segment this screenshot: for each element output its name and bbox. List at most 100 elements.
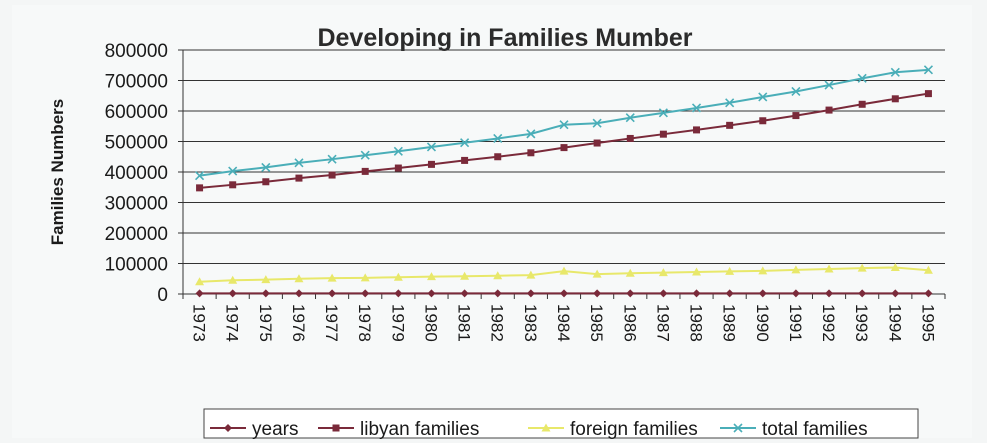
y-tick-label: 400000 bbox=[105, 163, 168, 184]
data-point bbox=[759, 117, 767, 125]
series-libyan-families bbox=[196, 90, 932, 192]
data-point bbox=[923, 265, 933, 274]
data-point bbox=[295, 174, 303, 182]
data-point bbox=[792, 112, 800, 120]
x-tick-label: 1982 bbox=[488, 304, 507, 342]
data-point bbox=[328, 171, 336, 179]
data-point bbox=[426, 142, 437, 152]
data-point bbox=[725, 266, 735, 275]
data-point bbox=[593, 139, 601, 147]
data-point bbox=[427, 160, 435, 168]
data-point bbox=[393, 146, 403, 156]
y-axis-label: Families Numbers bbox=[48, 99, 67, 245]
data-point bbox=[824, 264, 834, 273]
data-point bbox=[327, 154, 337, 164]
data-point bbox=[526, 289, 535, 298]
series-total-families bbox=[194, 65, 934, 181]
data-point bbox=[857, 73, 867, 83]
grid-lines bbox=[183, 49, 945, 264]
legend-marker bbox=[224, 424, 232, 432]
data-point bbox=[560, 144, 568, 152]
data-point bbox=[725, 289, 734, 298]
y-tick-labels: 0 100000 200000 300000 400000 500000 600000 700… bbox=[105, 41, 168, 306]
legend-item: years bbox=[210, 419, 298, 440]
x-tick-labels: 1973 1974 1975 1976 1977 1978 1979 1980 1981 1982… bbox=[190, 304, 938, 342]
data-point bbox=[626, 134, 634, 142]
data-point bbox=[890, 262, 900, 271]
legend-marker bbox=[332, 424, 340, 432]
data-point bbox=[592, 118, 602, 128]
legend-box bbox=[203, 408, 919, 439]
y-tick-label: 300000 bbox=[105, 194, 168, 215]
x-tick-label: 1993 bbox=[852, 304, 871, 342]
data-point bbox=[360, 150, 370, 160]
data-point bbox=[626, 289, 635, 298]
y-tick-label: 600000 bbox=[105, 102, 168, 123]
data-point bbox=[261, 162, 271, 172]
data-point bbox=[758, 92, 768, 102]
data-point bbox=[426, 272, 436, 281]
legend: years libyan families foreign families tota… bbox=[203, 408, 919, 440]
legend-item: libyan families bbox=[318, 419, 479, 440]
data-point bbox=[825, 106, 833, 114]
data-point bbox=[294, 158, 304, 168]
data-point bbox=[592, 269, 602, 278]
data-point bbox=[858, 289, 867, 298]
x-tick-label: 1990 bbox=[753, 304, 772, 342]
data-point bbox=[924, 289, 933, 298]
chart-area bbox=[12, 5, 972, 438]
x-tick-label: 1989 bbox=[720, 304, 739, 342]
data-point bbox=[659, 130, 667, 138]
data-point bbox=[461, 156, 469, 164]
data-point bbox=[758, 266, 768, 275]
data-point bbox=[328, 289, 337, 298]
data-point bbox=[593, 289, 602, 298]
legend-label: foreign families bbox=[570, 419, 698, 440]
data-point bbox=[229, 181, 237, 189]
x-tick-label: 1992 bbox=[819, 304, 838, 342]
data-point bbox=[891, 95, 899, 103]
data-point bbox=[659, 289, 668, 298]
data-point bbox=[427, 289, 436, 298]
data-point bbox=[693, 126, 701, 134]
data-point bbox=[361, 167, 369, 175]
y-tick-label: 700000 bbox=[105, 72, 168, 93]
data-point bbox=[393, 272, 403, 281]
data-point bbox=[228, 275, 238, 284]
data-point bbox=[560, 289, 568, 298]
data-point bbox=[460, 271, 470, 280]
data-point bbox=[261, 289, 270, 298]
data-point bbox=[924, 90, 932, 98]
data-point bbox=[526, 129, 536, 139]
y-tick-label: 100000 bbox=[105, 255, 168, 276]
x-tick-label: 1979 bbox=[388, 304, 407, 342]
data-point bbox=[294, 274, 304, 283]
data-point bbox=[758, 289, 767, 298]
y-tick-label: 200000 bbox=[105, 224, 168, 245]
legend-marker bbox=[541, 423, 551, 432]
data-point bbox=[460, 289, 469, 298]
data-point bbox=[658, 268, 668, 277]
x-tick-label: 1977 bbox=[322, 304, 341, 342]
y-tick-label: 800000 bbox=[105, 41, 168, 62]
data-point bbox=[725, 98, 735, 108]
legend-item: total families bbox=[720, 419, 868, 440]
data-point bbox=[692, 267, 702, 276]
data-point bbox=[394, 289, 403, 298]
data-point bbox=[360, 273, 370, 282]
data-point bbox=[294, 289, 303, 298]
data-point bbox=[526, 270, 536, 279]
data-point bbox=[890, 67, 900, 77]
x-tick-label: 1980 bbox=[421, 304, 440, 342]
x-tick-label: 1975 bbox=[256, 304, 275, 342]
data-point bbox=[692, 289, 701, 298]
x-tick-label: 1978 bbox=[355, 304, 374, 342]
data-point bbox=[658, 108, 668, 118]
data-point bbox=[262, 178, 270, 186]
data-point bbox=[726, 121, 734, 129]
data-point bbox=[460, 138, 470, 148]
data-point bbox=[527, 149, 535, 157]
x-tick-label: 1994 bbox=[885, 304, 904, 342]
data-point bbox=[194, 171, 205, 181]
data-point bbox=[261, 275, 271, 284]
